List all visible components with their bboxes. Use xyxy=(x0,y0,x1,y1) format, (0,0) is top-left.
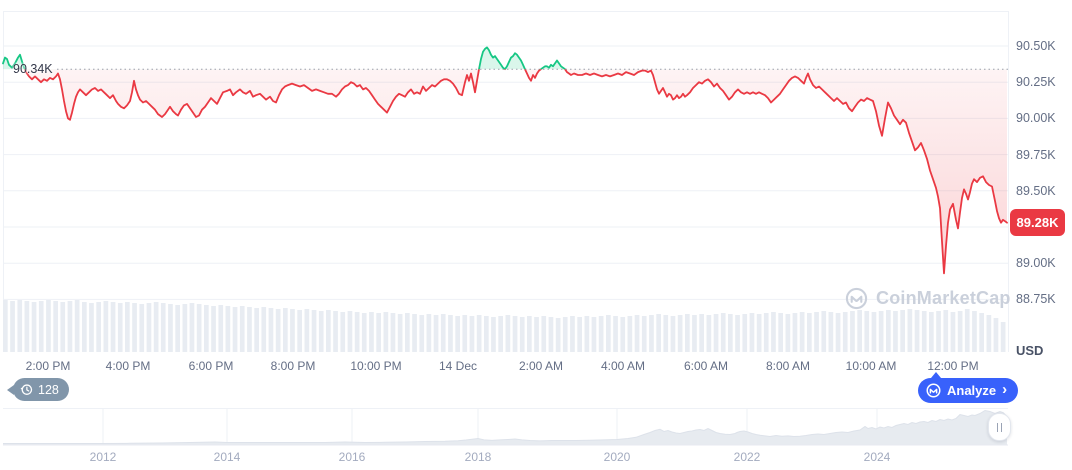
chevron-right-icon: › xyxy=(1002,381,1008,398)
minimap-range-selector[interactable] xyxy=(3,408,1008,445)
analyze-button[interactable]: Analyze › xyxy=(918,372,1019,403)
analyze-label: Analyze xyxy=(947,383,997,398)
history-clock-icon xyxy=(20,384,33,395)
history-count-badge[interactable]: 128 xyxy=(7,378,69,401)
history-count: 128 xyxy=(38,382,59,397)
drag-handle-icon xyxy=(996,422,999,432)
price-chart-plot-area[interactable] xyxy=(3,11,1008,352)
minimap-drag-handle[interactable] xyxy=(988,413,1011,441)
analyze-logo-icon xyxy=(926,383,941,398)
